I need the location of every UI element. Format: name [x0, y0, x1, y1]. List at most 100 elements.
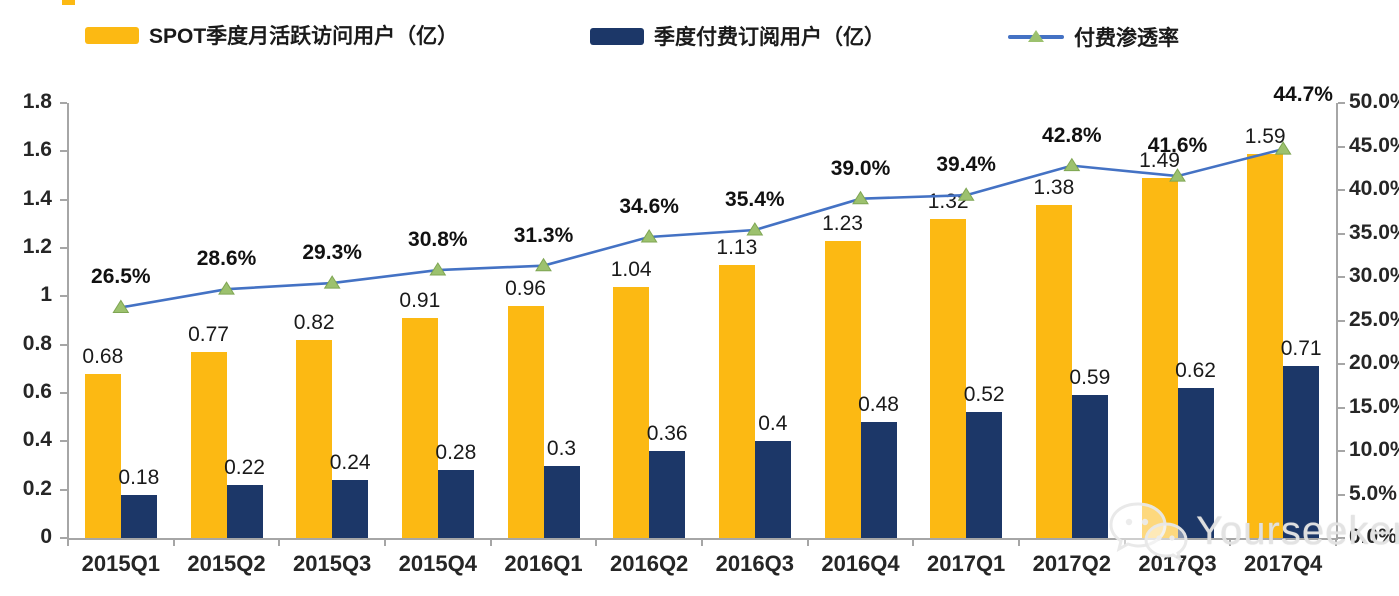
x-axis-label: 2015Q1: [81, 551, 160, 576]
penetration-line: [120, 147, 1284, 309]
x-axis-tick: [172, 540, 175, 546]
right-axis-tick: [1338, 363, 1345, 365]
subscribers-bar: [543, 465, 580, 538]
mau-bar: [84, 373, 121, 538]
right-axis-tick-label: 40.0%: [1349, 177, 1399, 200]
penetration-value-label: 28.6%: [196, 247, 257, 271]
x-axis-tick: [806, 540, 809, 546]
subscribers-value-label: 0.71: [1280, 337, 1322, 361]
right-axis-tick: [1338, 406, 1345, 409]
left-axis-line: [67, 103, 69, 538]
mau-bar: [613, 286, 650, 538]
subscribers-value-label: 0.24: [329, 451, 371, 474]
right-axis-tick-label: 5.0%: [1349, 481, 1397, 505]
penetration-value-label: 39.0%: [830, 156, 891, 180]
x-axis-label: 2017Q4: [1244, 551, 1323, 576]
legend-item-subscribers: 季度付费订阅用户（亿）: [590, 21, 885, 51]
penetration-value-label: 41.6%: [1147, 134, 1208, 158]
penetration-value-label: 29.3%: [302, 241, 362, 265]
left-axis-tick: [60, 295, 67, 298]
x-axis-tick: [595, 540, 598, 546]
penetration-value-label: 44.7%: [1273, 83, 1333, 107]
mau-bar: [507, 306, 544, 538]
mau-bar: [930, 219, 967, 538]
penetration-point-marker: [218, 281, 235, 295]
subscribers-bar: [1071, 395, 1108, 538]
left-axis-tick: [60, 150, 67, 153]
mau-bar: [1035, 204, 1072, 538]
left-axis-tick: [60, 198, 67, 201]
left-axis-tick-label: 0.2: [22, 476, 52, 500]
right-axis-tick-label: 50.0%: [1349, 90, 1399, 113]
x-axis-label: 2016Q1: [504, 551, 583, 576]
x-axis-tick: [278, 540, 281, 546]
x-axis-tick: [1229, 540, 1232, 546]
left-axis-tick: [60, 102, 67, 104]
right-axis-tick: [1338, 537, 1345, 539]
subscribers-bar: [226, 484, 263, 538]
subscribers-legend-swatch: [590, 27, 644, 45]
watermark-text: Yourseeker: [1196, 508, 1399, 553]
triangle-marker-icon: [1028, 30, 1044, 43]
right-axis-tick: [1338, 232, 1345, 235]
wechat-icon: [1109, 502, 1188, 562]
right-axis-tick-label: 25.0%: [1349, 307, 1399, 331]
left-axis-tick: [60, 488, 67, 491]
penetration-point-marker: [746, 222, 764, 236]
mau-legend-swatch: [85, 26, 139, 44]
right-axis-tick-label: 15.0%: [1349, 394, 1399, 418]
subscribers-value-label: 0.18: [118, 465, 160, 489]
right-axis-tick-label: 10.0%: [1349, 438, 1399, 461]
subscribers-value-label: 0.28: [435, 441, 477, 465]
subscribers-bar: [332, 480, 369, 538]
right-axis-tick: [1338, 102, 1345, 104]
penetration-value-label: 42.8%: [1042, 123, 1102, 147]
x-axis-tick: [912, 540, 915, 546]
penetration-value-label: 39.4%: [936, 153, 996, 177]
mau-bar: [718, 264, 755, 538]
subscribers-value-label: 0.59: [1069, 366, 1111, 390]
subscribers-bar: [860, 422, 897, 538]
x-axis-tick: [384, 540, 386, 546]
x-axis-label: 2017Q2: [1032, 551, 1111, 576]
subscribers-bar: [966, 412, 1003, 538]
mau-value-label: 0.68: [82, 344, 124, 368]
penetration-legend-label: 付费渗透率: [1074, 27, 1179, 50]
x-axis-tick: [1018, 540, 1020, 546]
x-axis-tick: [67, 540, 69, 546]
subscribers-bar: [1177, 388, 1214, 538]
left-axis-tick-label: 0.6: [22, 380, 52, 403]
right-axis-tick-label: 35.0%: [1349, 220, 1399, 244]
right-axis-line: [1336, 103, 1338, 538]
right-axis-tick: [1338, 145, 1345, 148]
left-axis-tick: [60, 537, 67, 539]
right-axis-tick: [1338, 276, 1345, 278]
x-axis-label: 2016Q2: [610, 551, 689, 576]
x-axis-label: 2015Q2: [187, 551, 266, 576]
x-axis-label: 2015Q3: [293, 551, 372, 576]
x-axis-label: 2016Q3: [715, 551, 794, 576]
legend-item-penetration: 付费渗透率: [1008, 22, 1179, 52]
x-axis-tick: [489, 540, 492, 546]
mau-bar: [296, 339, 333, 538]
left-axis-tick-label: 0: [40, 525, 52, 548]
left-axis-tick: [60, 247, 67, 249]
right-axis-tick-label: 45.0%: [1349, 133, 1399, 157]
mau-bar: [401, 318, 438, 538]
mau-value-label: 0.82: [293, 310, 335, 334]
subscribers-value-label: 0.48: [858, 393, 899, 416]
mau-bar: [190, 351, 227, 538]
subscribers-value-label: 0.62: [1175, 359, 1216, 383]
mau-value-label: 1.59: [1244, 124, 1286, 148]
penetration-point-marker: [535, 257, 552, 272]
right-axis-tick: [1338, 493, 1345, 496]
subscribers-value-label: 0.22: [224, 455, 265, 479]
subscribers-legend-label: 季度付费订阅用户（亿）: [654, 26, 885, 49]
subscribers-value-label: 0.4: [758, 412, 788, 436]
subscribers-value-label: 0.52: [963, 383, 1005, 407]
penetration-point-marker: [323, 275, 341, 289]
mau-value-label: 0.91: [399, 289, 441, 313]
watermark: Yourseeker: [1108, 500, 1399, 562]
x-axis-label: 2017Q1: [927, 551, 1006, 576]
